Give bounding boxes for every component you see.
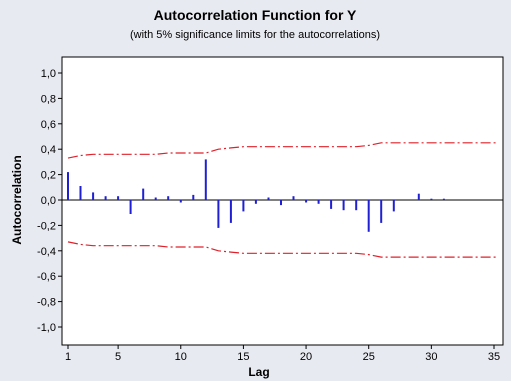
significance-limits	[67, 142, 497, 258]
acf-bar-lag-27	[392, 200, 395, 212]
acf-bar-lag-3	[92, 192, 95, 200]
chart-title: Autocorrelation Function for Y	[154, 7, 357, 23]
acf-bar-lag-2	[79, 186, 82, 200]
lower-limit-line	[67, 241, 497, 258]
acf-bar-lag-9	[167, 196, 170, 200]
y-tick-label: -0,8	[37, 297, 56, 309]
acf-bar-lag-7	[142, 188, 145, 200]
y-tick-label: -1,0	[37, 322, 56, 334]
chart-subtitle: (with 5% significance limits for the aut…	[130, 29, 380, 41]
x-tick-label: 30	[425, 351, 437, 363]
acf-bar-lag-22	[330, 200, 333, 209]
acf-bar-lag-16	[254, 200, 257, 204]
x-tick-label: 1	[65, 351, 71, 363]
acf-bar-lag-5	[117, 196, 120, 200]
acf-bars	[67, 159, 445, 232]
acf-bar-lag-4	[104, 196, 107, 200]
acf-bar-lag-12	[204, 159, 207, 200]
acf-bar-lag-24	[355, 200, 358, 211]
acf-bar-lag-14	[229, 200, 232, 223]
x-axis: 1 5 10 15 20 25 30 35	[65, 345, 500, 363]
upper-limit-line	[67, 142, 497, 159]
x-tick-label: 25	[363, 351, 375, 363]
x-tick-label: 10	[175, 351, 187, 363]
acf-bar-lag-6	[129, 200, 132, 214]
y-tick-label: -0,4	[37, 246, 56, 258]
y-axis-title: Autocorrelation	[10, 155, 24, 244]
y-tick-label: -0,2	[37, 220, 56, 232]
acf-bar-lag-17	[267, 197, 270, 200]
plot-area	[61, 56, 504, 346]
x-tick-label: 20	[300, 351, 312, 363]
acf-bar-lag-1	[67, 172, 69, 200]
acf-bar-lag-31	[442, 198, 445, 200]
y-tick-label: -0,6	[37, 271, 56, 283]
acf-bar-lag-11	[192, 194, 195, 200]
acf-bar-lag-15	[242, 200, 245, 212]
y-tick-label: 0,0	[41, 195, 56, 207]
acf-bar-lag-20	[305, 200, 308, 203]
y-tick-label: 0,8	[41, 93, 56, 105]
x-axis-title: Lag	[248, 365, 269, 379]
y-tick-label: 0,2	[41, 170, 56, 182]
x-tick-label: 5	[115, 351, 121, 363]
acf-bar-lag-23	[342, 200, 345, 211]
y-tick-label: 1,0	[41, 68, 56, 80]
acf-bar-lag-26	[380, 200, 383, 223]
acf-bar-lag-18	[280, 200, 282, 206]
acf-bar-lag-10	[179, 200, 182, 203]
acf-bar-lag-19	[292, 196, 295, 200]
acf-bar-lag-30	[430, 198, 433, 200]
y-axis: 1,0 0,8 0,6 0,4 0,2 0,0 -0,2 -0,4 -0,6 -0,8 -1,0	[37, 68, 62, 334]
y-tick-label: 0,4	[41, 144, 56, 156]
acf-bar-lag-25	[367, 200, 370, 232]
x-tick-label: 15	[237, 351, 249, 363]
acf-bar-lag-29	[417, 193, 420, 200]
acf-bar-lag-8	[154, 197, 157, 200]
x-tick-label: 35	[488, 351, 500, 363]
acf-bar-lag-21	[317, 200, 320, 204]
acf-bar-lag-13	[217, 200, 220, 228]
y-tick-label: 0,6	[41, 119, 56, 131]
